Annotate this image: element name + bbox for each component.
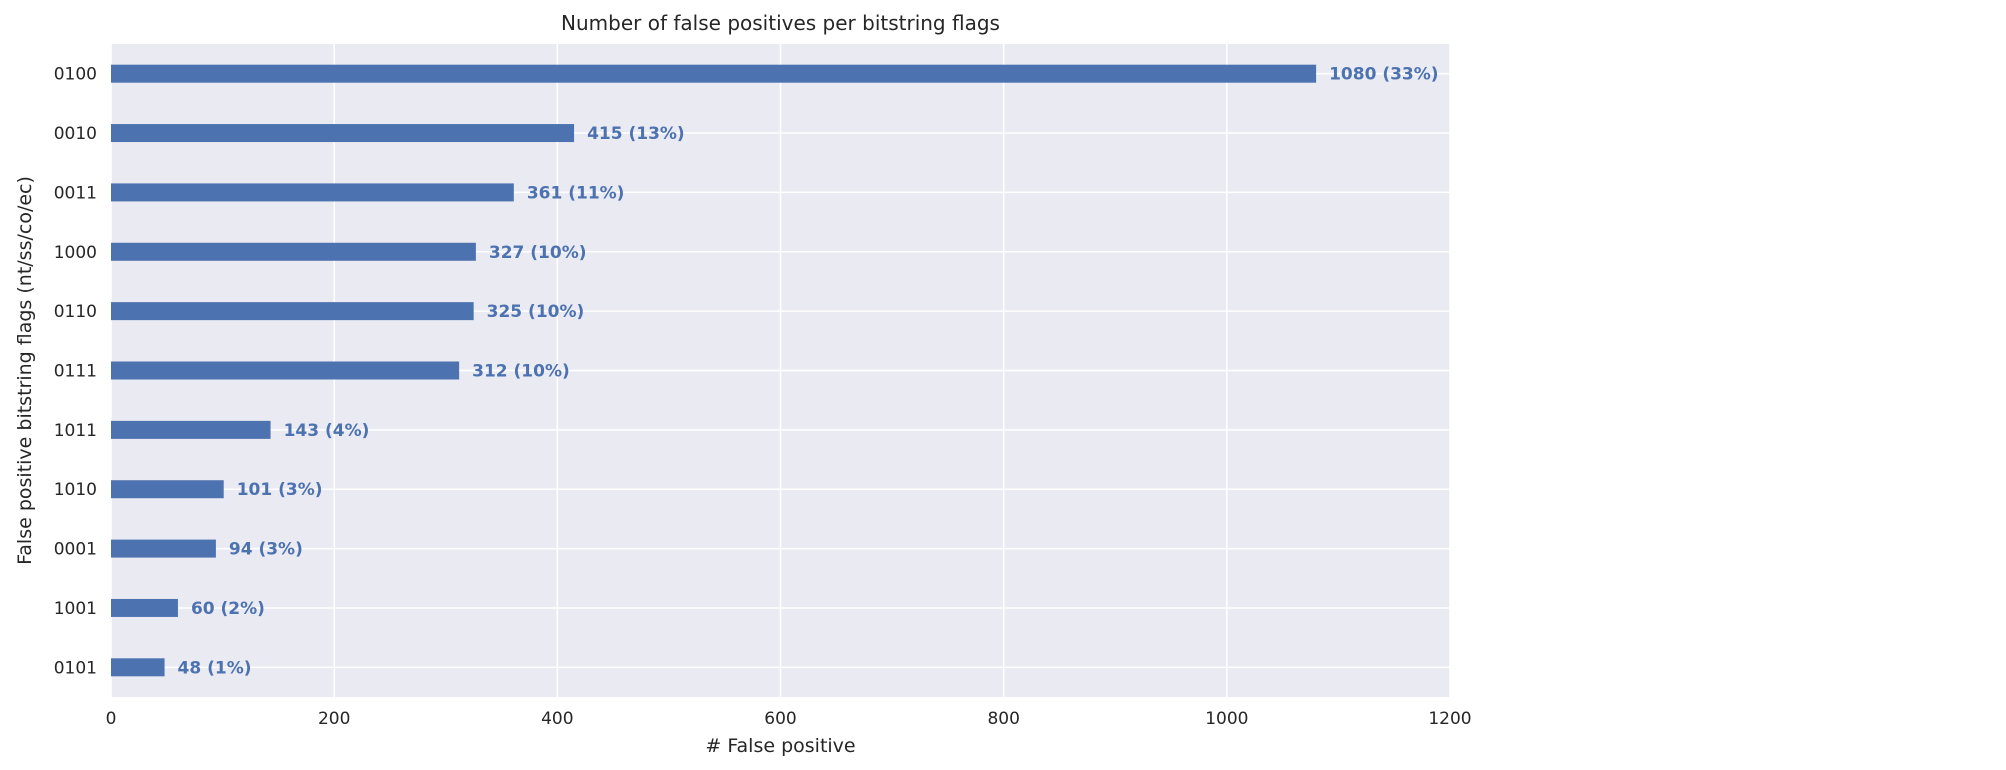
data-label: 325 (10%) [487,302,585,322]
y-tick-label: 0011 [54,183,97,203]
data-label: 1080 (33%) [1329,65,1438,85]
y-tick-label: 1000 [54,243,97,263]
bar-0010 [111,124,575,143]
data-label: 94 (3%) [229,540,303,560]
bar-1011 [111,420,271,439]
data-labels: 1080 (33%) 415 (13%) 361 (11%) 327 (10%) 325… [178,65,1439,679]
y-tick-label: 0101 [54,658,97,678]
chart-title: Number of false positives per bitstring … [561,11,1000,35]
x-tick-labels: 0 200 400 600 800 1000 1200 [106,709,1472,729]
data-label: 143 (4%) [284,421,370,441]
y-tick-label: 0111 [54,362,97,382]
data-label: 327 (10%) [489,243,587,263]
data-label: 312 (10%) [472,362,570,382]
bar-0001 [111,539,216,558]
bar-1000 [111,242,476,261]
bar-0100 [111,64,1317,83]
x-tick-label: 400 [541,709,573,729]
y-tick-label: 0110 [54,302,97,322]
y-tick-label: 1001 [54,599,97,619]
x-tick-label: 800 [987,709,1019,729]
data-label: 361 (11%) [527,183,625,203]
bar-1001 [111,598,178,617]
y-tick-label: 0100 [54,65,97,85]
y-tick-label: 0001 [54,540,97,560]
x-tick-label: 1000 [1205,709,1248,729]
y-tick-label: 1011 [54,421,97,441]
bar-1010 [111,480,224,499]
bars [111,64,1317,677]
y-axis-label: False positive bitstring flags (nt/ss/co… [14,176,36,565]
bar-0101 [111,658,165,677]
x-tick-label: 200 [318,709,350,729]
y-tick-label: 0010 [54,124,97,144]
data-label: 101 (3%) [237,480,323,500]
bar-0111 [111,361,460,380]
x-tick-label: 0 [106,709,117,729]
x-axis-label: # False positive [705,735,855,757]
y-tick-labels: 0100 0010 0011 1000 0110 0111 1011 1010 0001 1001… [54,65,97,679]
data-label: 60 (2%) [191,599,265,619]
y-tick-label: 1010 [54,480,97,500]
bar-0110 [111,302,474,321]
bar-0011 [111,183,514,202]
data-label: 48 (1%) [178,658,252,678]
x-tick-label: 1200 [1428,709,1471,729]
data-label: 415 (13%) [587,124,685,144]
x-tick-label: 600 [764,709,796,729]
